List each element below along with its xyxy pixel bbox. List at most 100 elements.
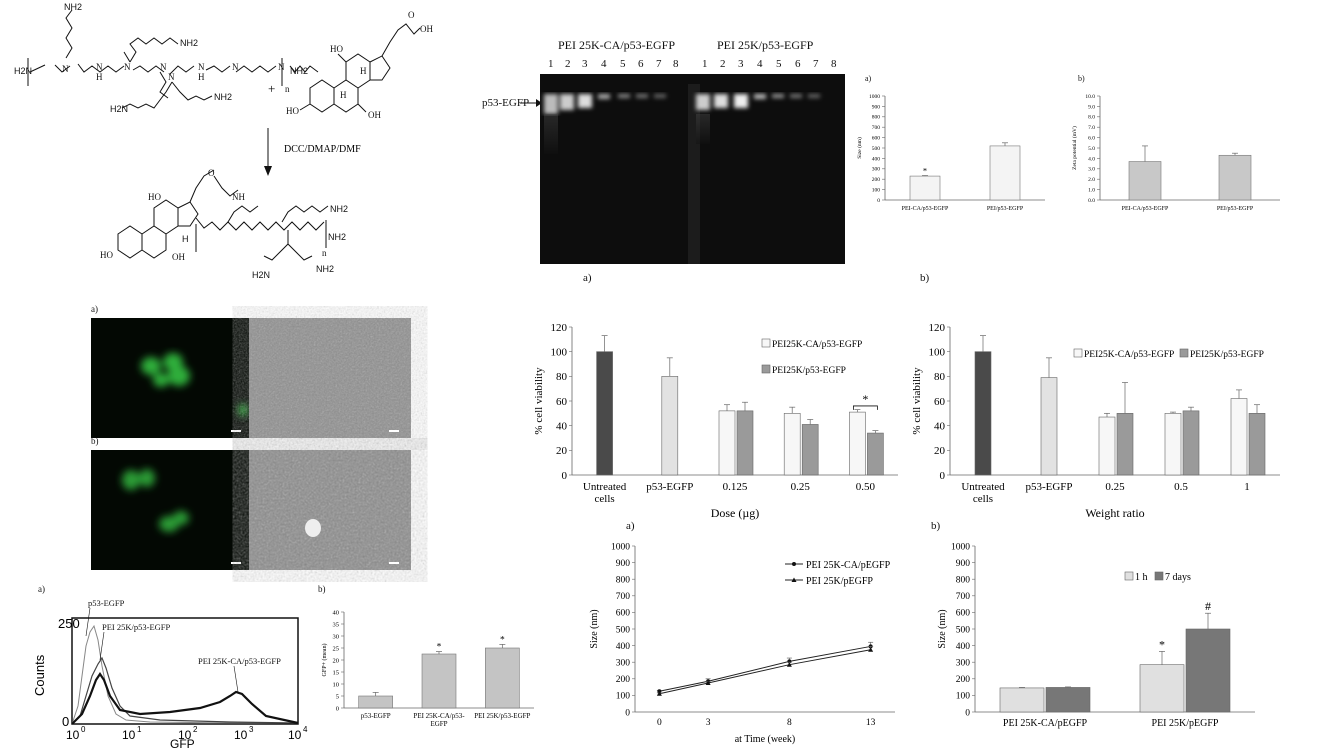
svg-text:NH2: NH2 bbox=[316, 264, 334, 274]
repeat-n-top: n bbox=[285, 84, 290, 94]
significance-mark: * bbox=[923, 166, 927, 176]
bar bbox=[783, 413, 801, 476]
x-tick-label: 13 bbox=[866, 718, 876, 728]
x-axis-label: Weight ratio bbox=[1085, 506, 1144, 520]
legend-swatch bbox=[761, 338, 771, 348]
legend-label: 1 h bbox=[1135, 572, 1148, 583]
y-tick-label: 700 bbox=[616, 592, 631, 602]
category-label: cells bbox=[595, 493, 615, 505]
significance-mark: * bbox=[862, 392, 868, 406]
svg-text:O: O bbox=[408, 10, 415, 20]
plus-sign: + bbox=[268, 81, 275, 96]
y-tick-label: 300 bbox=[872, 167, 881, 173]
size-panel-label: a) bbox=[865, 74, 872, 83]
bar bbox=[1116, 413, 1134, 476]
viability-dose-chart: 0 20 40 60 80 100 120 % cell viability Untreated… bbox=[533, 322, 898, 520]
bar bbox=[801, 424, 819, 476]
y-tick-label: 20 bbox=[333, 657, 340, 664]
y-tick-label: 500 bbox=[616, 625, 631, 635]
y-tick-label: 600 bbox=[956, 609, 971, 619]
bar bbox=[421, 653, 457, 709]
y-tick-label: 1000 bbox=[951, 542, 970, 552]
category-label: p53-EGFP bbox=[646, 481, 693, 493]
y-tick-label: 60 bbox=[934, 396, 946, 408]
synthesis-scheme: H2N N H N N N N N H N N n NH2 NH2 NH2 H2… bbox=[14, 2, 433, 280]
svg-text:NH: NH bbox=[232, 192, 245, 202]
microscopy-panel-a bbox=[91, 318, 411, 438]
y-axis-label: % cell viability bbox=[533, 367, 545, 435]
y-tick-label: 4.0 bbox=[1088, 156, 1095, 162]
category-label: PEI/p53-EGFP bbox=[1217, 206, 1254, 212]
y-tick-label: 40 bbox=[556, 421, 568, 433]
category-label: 0.50 bbox=[856, 481, 876, 493]
legend-label: PEI25K/p53-EGFP bbox=[772, 366, 846, 376]
y-tick-label: 120 bbox=[551, 322, 568, 334]
bar bbox=[358, 695, 393, 709]
y-tick-label: 1000 bbox=[869, 94, 880, 100]
y-tick-label: 900 bbox=[956, 559, 971, 569]
legend-swatch bbox=[1124, 571, 1134, 581]
y-tick-label: 20 bbox=[934, 445, 946, 457]
flow-ylabel: Counts bbox=[32, 654, 47, 696]
svg-text:10: 10 bbox=[66, 728, 80, 742]
bar bbox=[1248, 413, 1266, 476]
y-tick-label: 500 bbox=[872, 146, 881, 152]
legend-swatch bbox=[1073, 348, 1083, 358]
y-axis-label: Size (nm) bbox=[589, 609, 600, 648]
svg-text:NH2: NH2 bbox=[214, 92, 232, 102]
y-tick-label: 5 bbox=[336, 693, 339, 700]
legend-label: PEI25K/p53-EGFP bbox=[1190, 350, 1264, 360]
y-tick-label: 700 bbox=[872, 125, 881, 131]
category-label: PEI-CA/p53-EGFP bbox=[1122, 206, 1169, 212]
svg-text:N: N bbox=[96, 62, 103, 72]
gel-panel-label: a) bbox=[583, 272, 592, 284]
y-tick-label: 120 bbox=[929, 322, 946, 334]
svg-text:HO: HO bbox=[330, 44, 343, 54]
bar bbox=[1218, 154, 1252, 201]
y-tick-label: 300 bbox=[956, 659, 971, 669]
legend-label: PEI25K-CA/p53-EGFP bbox=[772, 340, 862, 350]
bar bbox=[1185, 628, 1231, 713]
gfp-mean-chart: 0 5 10 15 20 25 30 35 40 GFP+ (mean) p53-EGFP * PEI … bbox=[321, 609, 534, 728]
y-tick-label: 0 bbox=[940, 470, 946, 482]
bar bbox=[596, 351, 613, 476]
size-chart: 0 100 200 300 400 500 600 700 800 900 1000 Size (nm… bbox=[856, 94, 1045, 212]
svg-text:0: 0 bbox=[81, 725, 86, 734]
category-label: p53-EGFP bbox=[1025, 481, 1072, 493]
micro-label-b: b) bbox=[91, 436, 99, 446]
y-tick-label: 900 bbox=[616, 559, 631, 569]
bar bbox=[849, 411, 866, 476]
category-label: 0.25 bbox=[791, 481, 811, 493]
flow-panel-label: a) bbox=[38, 584, 45, 594]
bar bbox=[1182, 410, 1200, 476]
ho-label: HO bbox=[286, 106, 299, 116]
svg-text:H2N: H2N bbox=[252, 270, 270, 280]
y-tick-label: 100 bbox=[616, 692, 631, 702]
x-axis-label: Dose (µg) bbox=[711, 506, 760, 520]
y-tick-label: 800 bbox=[616, 576, 631, 586]
bar bbox=[989, 145, 1021, 201]
significance-mark: # bbox=[1205, 599, 1211, 613]
svg-text:10: 10 bbox=[178, 728, 192, 742]
via-dose-panel-label: a) bbox=[626, 520, 635, 532]
category-label: 0.125 bbox=[723, 481, 748, 493]
y-tick-label: 40 bbox=[934, 421, 946, 433]
y-tick-label: 800 bbox=[872, 115, 881, 121]
y-tick-label: 0 bbox=[625, 708, 630, 718]
y-tick-label: 100 bbox=[929, 347, 946, 359]
product-structure bbox=[117, 169, 329, 261]
cholic-acid-structure bbox=[299, 23, 421, 113]
y-tick-label: 600 bbox=[616, 609, 631, 619]
gel-title-1: PEI 25K-CA/p53-EGFP bbox=[558, 38, 676, 52]
svg-text:N: N bbox=[160, 62, 167, 72]
category-label: PEI 25K-CA/pEGFP bbox=[1003, 718, 1088, 729]
svg-text:NH2: NH2 bbox=[328, 232, 346, 242]
gel-lane-numbers: 1 2 3 4 5 6 7 8 1 2 3 4 5 6 7 8 bbox=[548, 58, 837, 70]
legend-label: 7 days bbox=[1165, 572, 1191, 583]
category-label: PEI/p53-EGFP bbox=[987, 206, 1024, 212]
size-stability-chart: 0 100 200 300 400 500 600 700 800 900 1000 Size (nm… bbox=[937, 542, 1255, 729]
bar bbox=[1045, 687, 1091, 713]
bar bbox=[661, 376, 679, 476]
category-label: 1 bbox=[1244, 481, 1250, 493]
y-tick-label: 35 bbox=[333, 621, 340, 628]
